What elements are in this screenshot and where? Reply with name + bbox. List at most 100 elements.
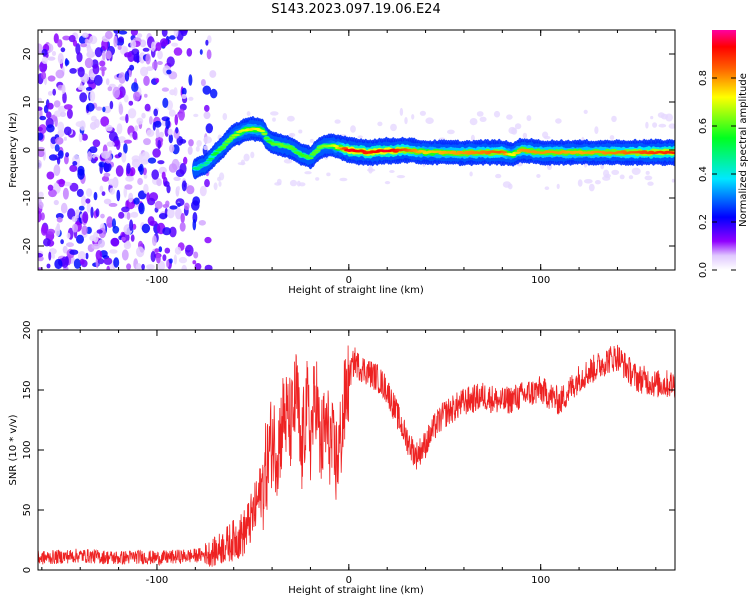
- colorbar-tick-label: 0.6: [698, 118, 709, 134]
- noise-blob: [69, 68, 77, 74]
- faint-blob: [246, 111, 251, 117]
- ridge-sample: [500, 151, 508, 154]
- noise-blob: [205, 123, 213, 134]
- noise-blob: [166, 259, 170, 268]
- noise-blob: [118, 36, 124, 43]
- faint-blob: [396, 175, 406, 179]
- noise-blob: [86, 202, 91, 213]
- spectrogram-noise: [38, 30, 675, 270]
- noise-blob: [38, 150, 45, 158]
- spectrogram-y-tick-label: -10: [22, 190, 33, 206]
- noise-blob: [106, 265, 110, 270]
- noise-blob: [204, 179, 210, 188]
- faint-blob: [522, 132, 528, 139]
- noise-blob: [129, 167, 136, 176]
- noise-blob: [62, 187, 69, 200]
- noise-blob: [40, 224, 48, 236]
- noise-blob: [154, 248, 160, 253]
- noise-blob: [54, 225, 61, 237]
- faint-blob: [583, 109, 588, 114]
- noise-blob: [105, 124, 113, 132]
- noise-blob: [110, 237, 120, 247]
- noise-blob: [101, 191, 106, 197]
- faint-blob: [283, 158, 293, 164]
- noise-blob: [129, 219, 134, 231]
- noise-blob: [106, 141, 115, 147]
- noise-blob: [133, 197, 140, 205]
- noise-blob: [203, 145, 209, 151]
- noise-blob: [100, 213, 105, 219]
- snr-y-tick-label: 100: [22, 440, 33, 459]
- faint-blob: [611, 169, 620, 175]
- noise-blob: [73, 258, 82, 269]
- noise-blob: [205, 39, 209, 46]
- noise-blob: [43, 238, 51, 247]
- ridge-sample: [302, 154, 309, 157]
- noise-blob: [130, 234, 135, 242]
- noise-blob: [66, 242, 74, 248]
- colorbar-gradient: [712, 30, 736, 270]
- noise-blob: [55, 137, 64, 145]
- faint-blob: [647, 181, 654, 186]
- noise-blob: [63, 136, 67, 141]
- noise-blob: [163, 181, 170, 187]
- ridge-sample: [233, 133, 240, 137]
- noise-blob: [118, 72, 126, 84]
- noise-blob: [136, 246, 145, 258]
- noise-blob: [39, 115, 47, 121]
- faint-blob: [339, 177, 348, 182]
- faint-blob: [495, 173, 502, 179]
- noise-blob: [121, 249, 129, 261]
- spectrogram-y-tick-label: 0: [22, 147, 33, 153]
- noise-blob: [78, 205, 85, 211]
- noise-blob: [81, 195, 87, 207]
- noise-blob: [38, 126, 43, 132]
- noise-blob: [162, 97, 169, 108]
- noise-blob: [40, 212, 45, 221]
- snr-x-tick-label: -100: [146, 575, 169, 586]
- faint-blob: [296, 180, 301, 187]
- ridge-sample: [258, 130, 266, 133]
- noise-blob: [117, 45, 122, 50]
- noise-blob: [157, 139, 161, 150]
- noise-blob: [93, 191, 98, 201]
- noise-blob: [38, 159, 42, 169]
- ridge-layer: [192, 127, 675, 170]
- faint-blob: [315, 177, 320, 181]
- noise-blob: [188, 96, 194, 101]
- faint-blob: [594, 126, 599, 134]
- noise-blob: [179, 163, 187, 175]
- ridge-sample: [229, 136, 236, 139]
- noise-blob: [46, 171, 55, 180]
- noise-blob: [198, 220, 206, 226]
- noise-blob: [85, 198, 91, 204]
- faint-blob: [577, 179, 583, 187]
- noise-blob: [203, 111, 211, 120]
- noise-blob: [145, 53, 151, 65]
- noise-blob: [109, 249, 118, 254]
- noise-blob: [108, 202, 118, 207]
- ridge-sample: [261, 132, 268, 135]
- faint-blob: [665, 113, 673, 122]
- noise-blob: [92, 63, 100, 75]
- noise-blob: [116, 123, 123, 135]
- noise-blob: [124, 71, 130, 82]
- noise-blob: [143, 173, 148, 179]
- noise-blob: [123, 94, 129, 103]
- noise-blob: [124, 184, 133, 190]
- noise-blob: [65, 59, 70, 66]
- noise-blob: [157, 160, 165, 165]
- noise-blob: [167, 207, 175, 219]
- noise-blob: [126, 212, 131, 220]
- faint-blob: [304, 171, 312, 175]
- noise-blob: [99, 66, 107, 72]
- noise-blob: [181, 180, 187, 192]
- faint-blob: [603, 169, 610, 178]
- noise-blob: [128, 100, 134, 106]
- noise-blob: [123, 143, 128, 154]
- noise-blob: [95, 208, 100, 218]
- noise-blob: [79, 258, 85, 265]
- noise-blob: [176, 185, 181, 192]
- noise-blob: [79, 92, 88, 103]
